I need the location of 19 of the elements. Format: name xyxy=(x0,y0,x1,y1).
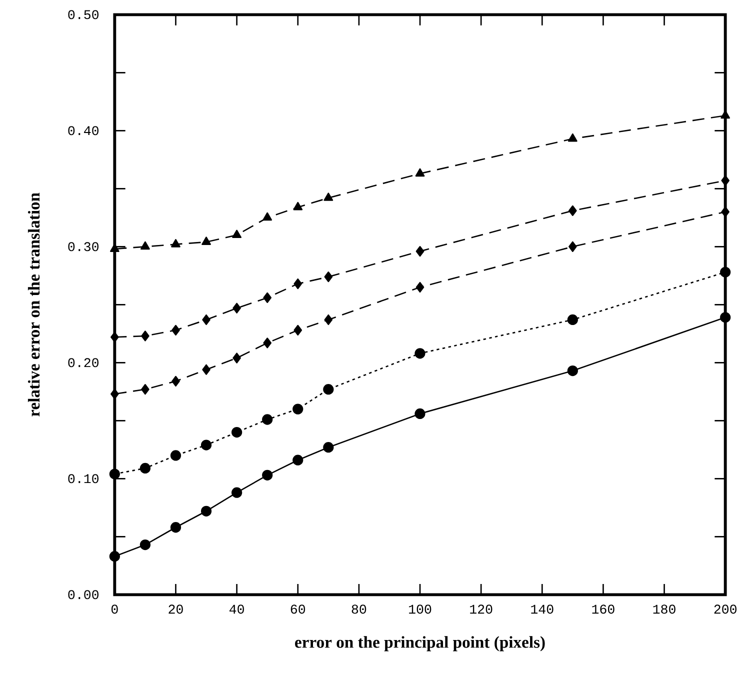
x-tick-label: 80 xyxy=(352,604,366,614)
x-tick-label: 40 xyxy=(230,604,244,614)
y-tick-label: 0.10 xyxy=(68,474,98,484)
y-tick-label: 0.50 xyxy=(68,10,98,20)
x-tick-label: 180 xyxy=(653,604,676,614)
y-tick-label: 0.30 xyxy=(68,242,98,252)
y-axis-title: relative error on the translation xyxy=(28,192,40,417)
x-axis-title: error on the principal point (pixels) xyxy=(295,636,545,652)
x-tick-label: 200 xyxy=(714,604,736,614)
y-tick-label: 0.20 xyxy=(68,358,98,368)
x-tick-label: 120 xyxy=(470,604,492,614)
x-tick-label: 60 xyxy=(290,604,306,614)
x-tick-label: 140 xyxy=(531,604,554,614)
x-tick-label: 20 xyxy=(168,604,183,614)
x-tick-label: 100 xyxy=(409,604,432,614)
x-tick-label: 0 xyxy=(112,604,118,614)
y-tick-label: 0.40 xyxy=(68,126,98,136)
y-tick-label: 0.00 xyxy=(68,590,98,600)
x-tick-label: 160 xyxy=(592,604,614,614)
